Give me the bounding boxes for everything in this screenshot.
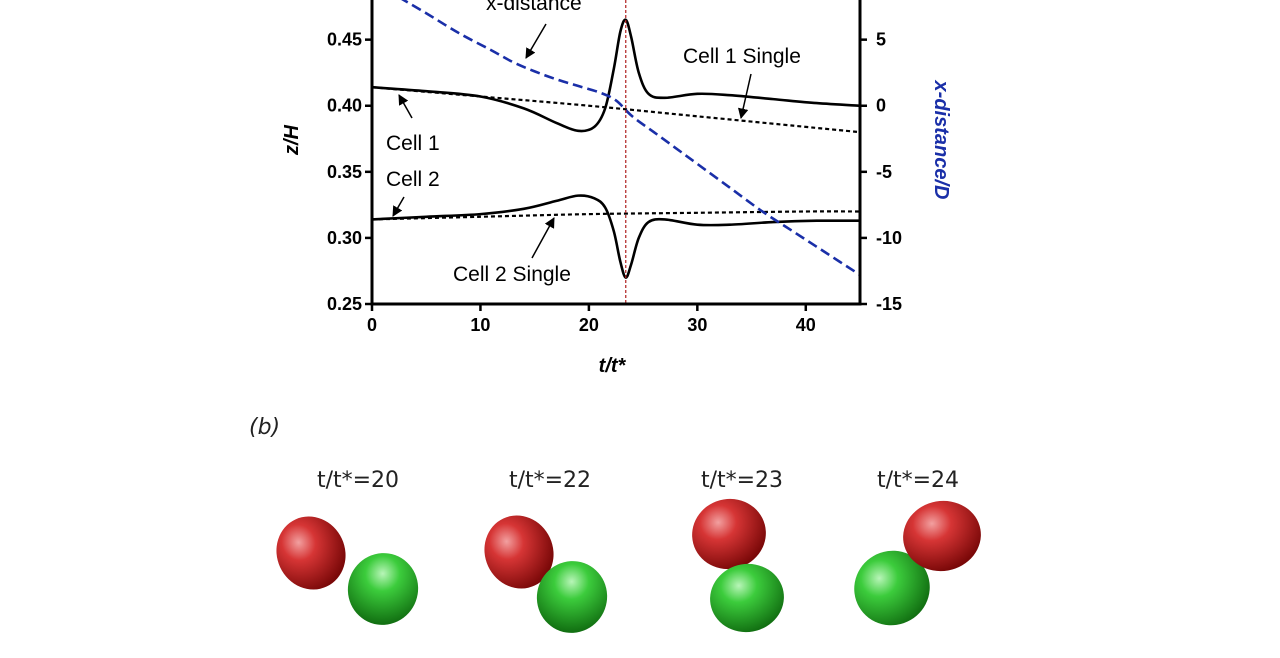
arrow-cell1-single xyxy=(737,73,752,120)
arrow-x-distance xyxy=(525,23,547,59)
y2-tick-label: -10 xyxy=(876,228,902,248)
y2-tick-label: 5 xyxy=(876,30,886,50)
y-axis-label: z/H xyxy=(281,124,303,156)
snapshot-time-label: t/t*=24 xyxy=(877,468,959,493)
red-cell xyxy=(276,516,346,590)
panel-b-label: (b) xyxy=(249,415,280,440)
annotation-cell2-single: Cell 2 Single xyxy=(453,263,571,286)
series-line-cell1_single xyxy=(372,86,860,134)
snapshot-2 xyxy=(484,515,608,633)
x-tick-label: 40 xyxy=(796,315,816,335)
x-tick-label: 10 xyxy=(470,315,490,335)
snapshot-1 xyxy=(276,516,419,625)
annotation-x-distance: x-distance xyxy=(486,0,582,15)
annotation-cell2: Cell 2 xyxy=(386,168,440,191)
y2-tick-label: -15 xyxy=(876,294,902,314)
series-line-cell1 xyxy=(372,18,860,133)
red-cell xyxy=(692,498,766,570)
x-axis-label: t/t* xyxy=(599,355,627,377)
x-tick-label: 30 xyxy=(687,315,707,335)
x-tick-label: 20 xyxy=(579,315,599,335)
y2-tick-label: 0 xyxy=(876,96,886,116)
y-tick-label: 0.45 xyxy=(327,30,362,50)
y-tick-label: 0.40 xyxy=(327,96,362,116)
y-tick-label: 0.25 xyxy=(327,294,362,314)
green-cell xyxy=(536,561,608,633)
annotation-cell1: Cell 1 xyxy=(386,132,440,155)
snapshot-time-label: t/t*=22 xyxy=(509,468,591,493)
chart-a: 0 10 20 30 400.250.300.350.400.45-15-10-505 … xyxy=(281,0,952,377)
x-tick-label: 0 xyxy=(367,315,377,335)
green-cell xyxy=(854,550,930,626)
arrow-cell2 xyxy=(392,196,405,217)
snapshot-time-label: t/t*=20 xyxy=(317,468,399,493)
ticks-layer: 0 10 20 30 40 0.25 0.30 0.35 0.40 0.45 -15 -10 -5 0 5 xyxy=(327,30,902,335)
green-cell xyxy=(347,553,419,625)
arrow-cell2-single xyxy=(531,217,555,259)
snapshot-time-label: t/t*=23 xyxy=(701,468,783,493)
series-line-cell2 xyxy=(372,194,860,279)
annotation-cell1-single: Cell 1 Single xyxy=(683,45,801,68)
snapshot-4 xyxy=(854,500,981,626)
panel-b: (b) t/t*=20 t/t*=22 t/t*=23 t/t*=24 xyxy=(249,415,981,633)
arrow-cell1 xyxy=(398,94,413,119)
y-tick-label: 0.30 xyxy=(327,228,362,248)
y-tick-label: 0.35 xyxy=(327,162,362,182)
series-line-xdist xyxy=(401,0,860,277)
green-cell xyxy=(710,563,784,633)
y2-tick-label: -5 xyxy=(876,162,892,182)
red-cell xyxy=(484,515,554,589)
series-layer xyxy=(372,0,860,279)
red-cell xyxy=(903,500,981,572)
axes-layer xyxy=(370,0,862,306)
snapshot-3 xyxy=(692,498,784,633)
y2-axis-label: x-distance/D xyxy=(930,80,952,200)
